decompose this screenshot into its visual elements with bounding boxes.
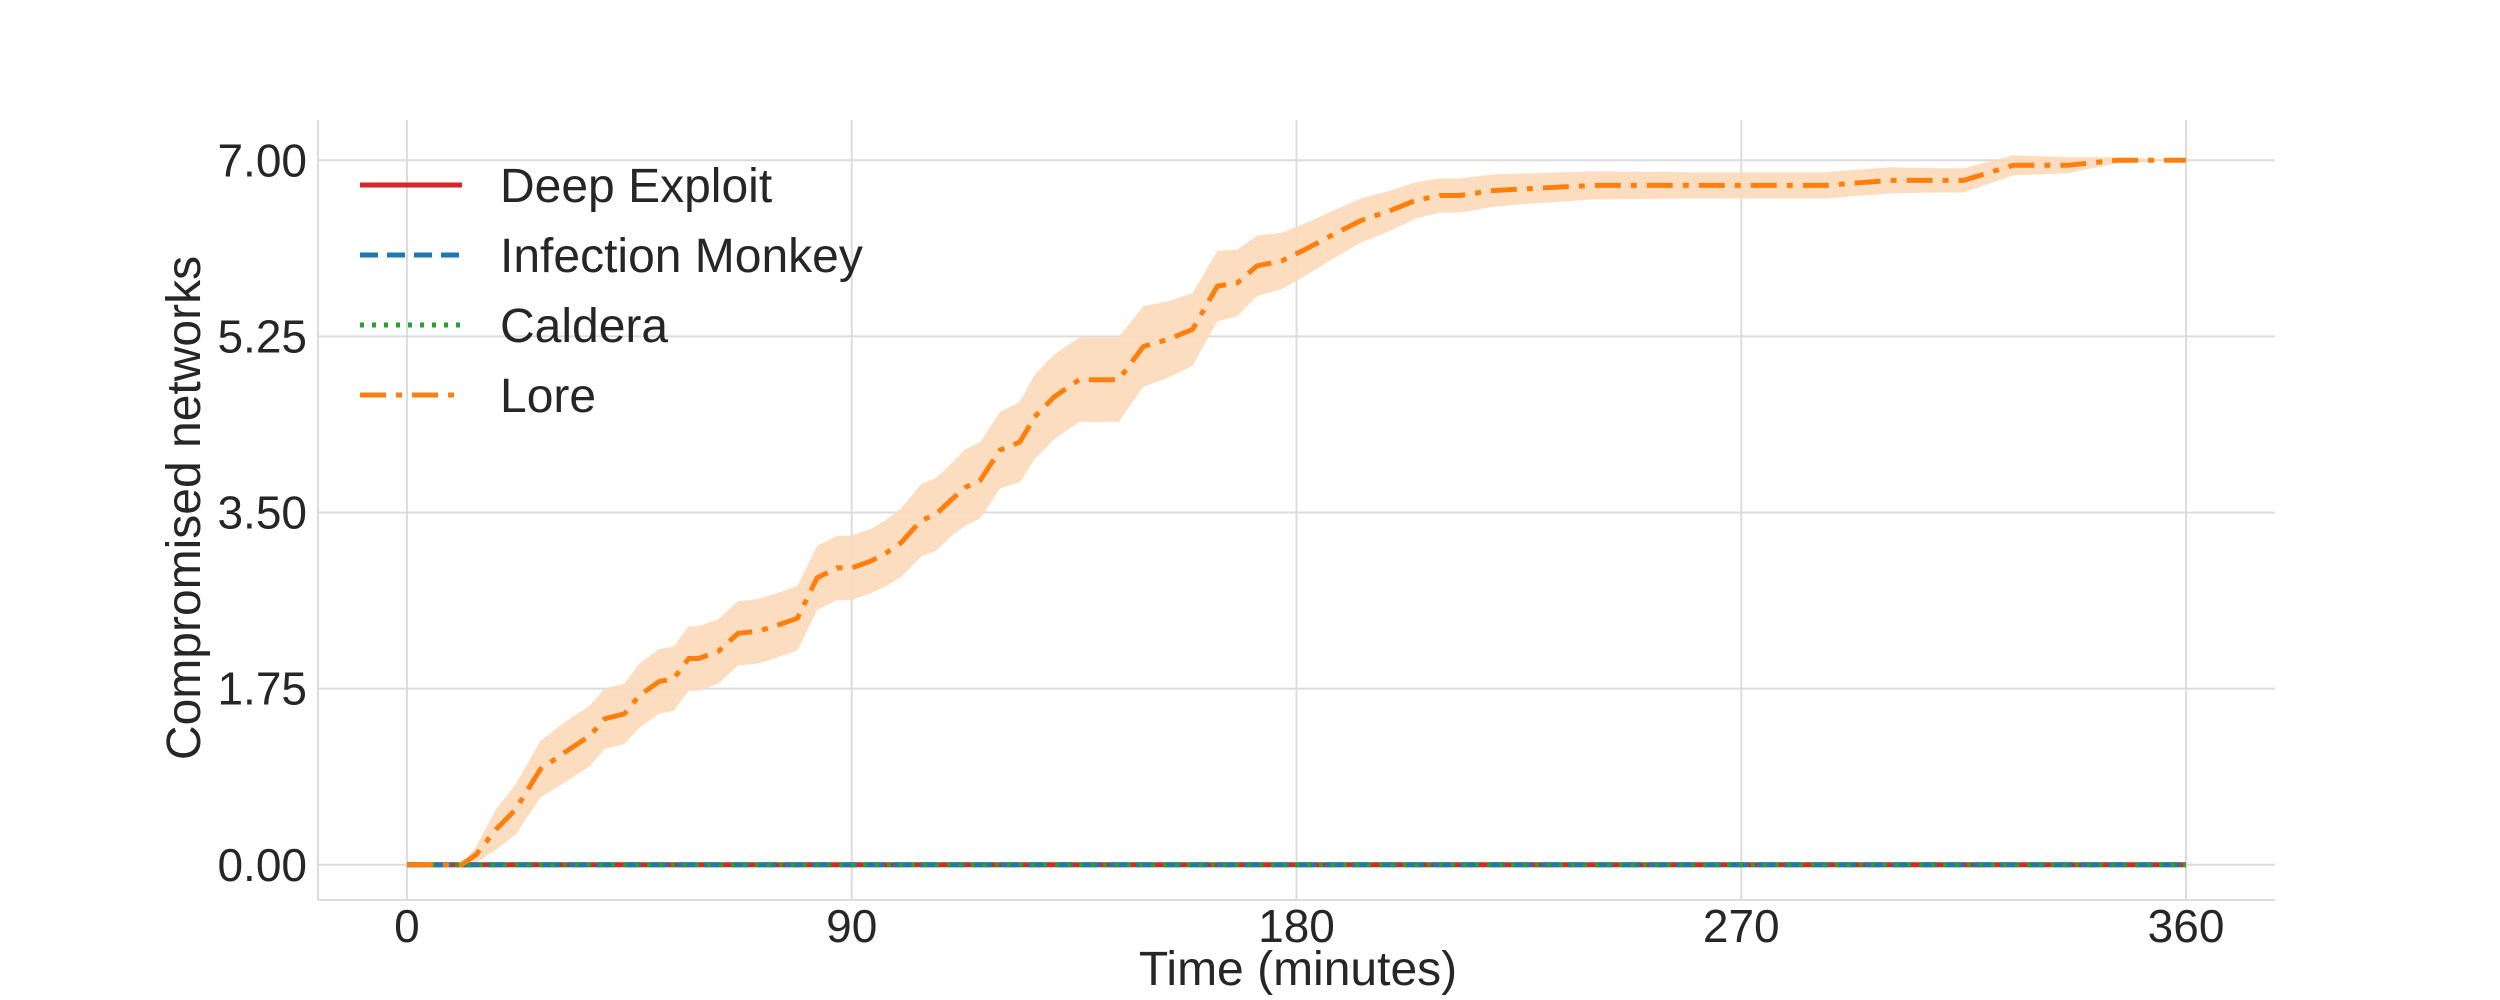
x-tick-label: 0 bbox=[394, 900, 420, 952]
y-tick-label: 5.25 bbox=[217, 310, 307, 362]
x-tick-label: 360 bbox=[2148, 900, 2225, 952]
x-tick-label: 270 bbox=[1703, 900, 1780, 952]
y-tick-label: 0.00 bbox=[217, 839, 307, 891]
legend-label: Caldera bbox=[500, 300, 668, 353]
axes bbox=[317, 120, 2275, 901]
legend: Deep Exploit Infection Monkey Caldera Lore bbox=[360, 160, 863, 423]
y-tick-label: 1.75 bbox=[217, 663, 307, 715]
y-axis-title: Compromised networks bbox=[158, 256, 211, 760]
x-tick-labels: 0 90 180 270 360 bbox=[394, 900, 2224, 952]
x-axis-title: Time (minutes) bbox=[1139, 943, 1457, 996]
legend-label: Lore bbox=[500, 370, 596, 423]
y-tick-labels: 0.00 1.75 3.50 5.25 7.00 bbox=[217, 134, 307, 891]
x-tick-label: 90 bbox=[826, 900, 877, 952]
x-tick-label: 180 bbox=[1258, 900, 1335, 952]
legend-label: Deep Exploit bbox=[500, 160, 772, 213]
y-tick-label: 7.00 bbox=[217, 134, 307, 186]
series-lines bbox=[407, 157, 2186, 868]
legend-label: Infection Monkey bbox=[500, 230, 863, 283]
series-line-lore bbox=[407, 157, 2186, 868]
y-tick-label: 3.50 bbox=[217, 487, 307, 539]
